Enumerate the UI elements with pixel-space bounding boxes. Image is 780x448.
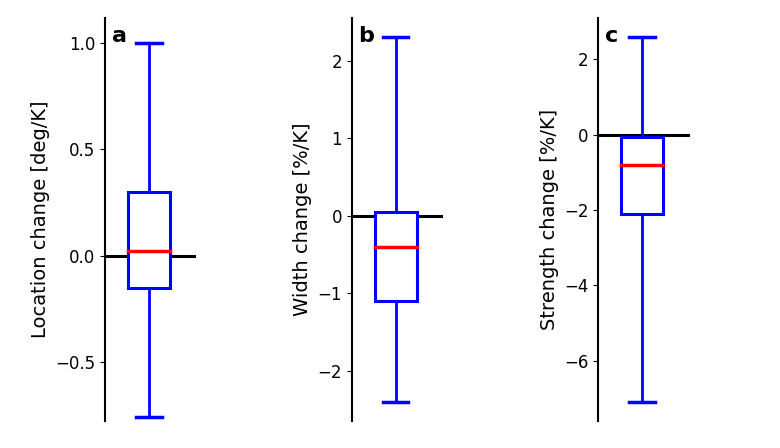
Text: a: a: [112, 26, 127, 46]
FancyBboxPatch shape: [128, 192, 170, 289]
FancyBboxPatch shape: [621, 137, 663, 214]
Text: b: b: [358, 26, 374, 46]
Y-axis label: Location change [deg/K]: Location change [deg/K]: [31, 101, 50, 338]
FancyBboxPatch shape: [374, 212, 417, 301]
Y-axis label: Width change [%/K]: Width change [%/K]: [293, 123, 312, 316]
Text: c: c: [604, 26, 618, 46]
Y-axis label: Strength change [%/K]: Strength change [%/K]: [540, 109, 558, 330]
